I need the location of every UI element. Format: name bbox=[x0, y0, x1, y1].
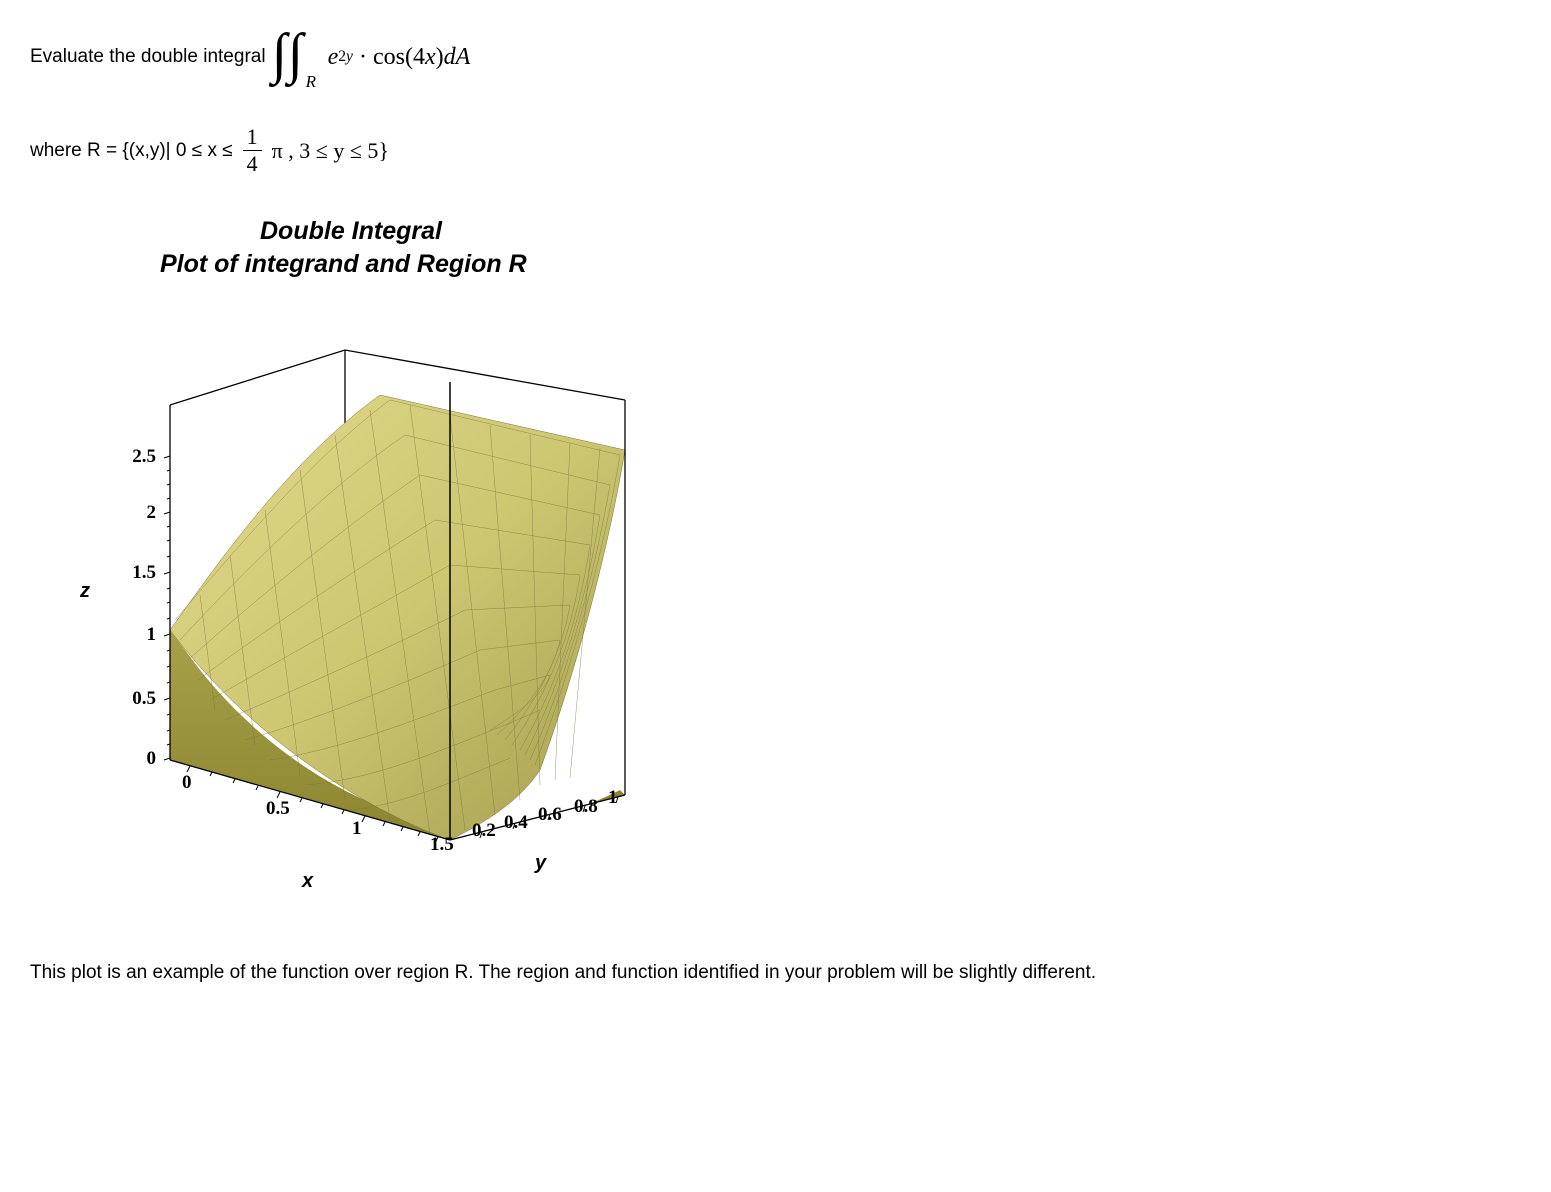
surface-plot: 2.5 2 1.5 1 0.5 0 0 0.5 1 1.5 0.2 0.4 0.… bbox=[80, 340, 700, 880]
z-axis-label: z bbox=[80, 580, 90, 603]
integrand: e2y · cos(4x)dA bbox=[328, 44, 471, 71]
chart-title-2: Plot of integrand and Region R bbox=[160, 248, 1521, 281]
problem-line-1: Evaluate the double integral ∫ ∫ R e2y ·… bbox=[30, 28, 1521, 86]
footer-paragraph: This plot is an example of the function … bbox=[30, 960, 1130, 986]
y-axis-label: y bbox=[535, 852, 546, 875]
x-axis-label: x bbox=[302, 870, 313, 893]
fraction-one-fourth: 1 4 bbox=[243, 126, 262, 175]
z-tick-marks bbox=[164, 456, 170, 760]
region-prefix: where R = {(x,y)| 0 ≤ x ≤ bbox=[30, 140, 233, 162]
intro-text: Evaluate the double integral bbox=[30, 46, 266, 68]
surface-plot-svg bbox=[80, 340, 700, 900]
problem-line-2: where R = {(x,y)| 0 ≤ x ≤ 1 4 π , 3 ≤ y … bbox=[30, 126, 1521, 175]
double-integral-expression: ∫ ∫ R e2y · cos(4x)dA bbox=[272, 28, 471, 86]
double-integral-symbol: ∫ ∫ R bbox=[272, 28, 318, 86]
region-suffix: π , 3 ≤ y ≤ 5} bbox=[272, 138, 389, 164]
chart-title-block: Double Integral Plot of integrand and Re… bbox=[160, 215, 1521, 280]
integral-region-subscript: R bbox=[306, 72, 316, 92]
chart-title-1: Double Integral bbox=[260, 215, 1521, 248]
